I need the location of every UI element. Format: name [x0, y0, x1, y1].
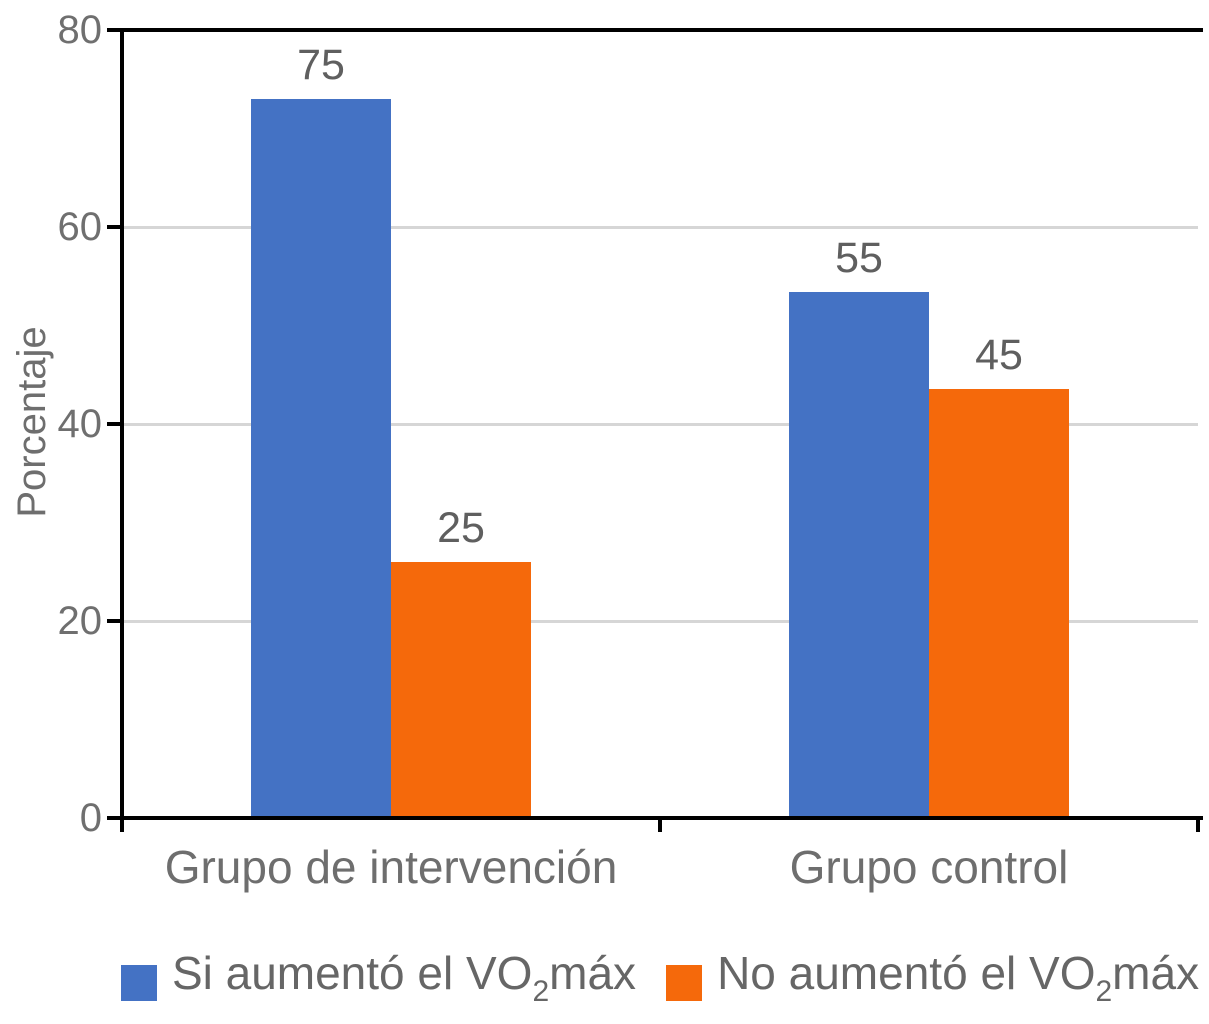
- legend-item-1: Si aumentó el VO2máx: [120, 948, 636, 1017]
- bar-value-label: 55: [835, 234, 883, 282]
- x-tick-mark: [120, 816, 124, 832]
- x-axis-label-1: Grupo de intervención: [164, 841, 618, 893]
- gridline-60: [122, 226, 1198, 229]
- y-tick-mark-60: [107, 225, 122, 229]
- legend-label-2: No aumentó el VO2máx: [717, 948, 1199, 1017]
- legend-text: Si aumentó el VO: [171, 947, 533, 999]
- legend-swatch-1: [120, 964, 157, 1001]
- y-tick-mark-20: [107, 619, 122, 623]
- y-tick-label-20: 20: [57, 599, 103, 643]
- plot-top-border: [122, 28, 1203, 32]
- legend-text: 2: [532, 975, 550, 1008]
- y-tick-mark-0: [107, 816, 122, 820]
- y-tick-mark-80: [107, 28, 122, 32]
- gridline-40: [122, 423, 1198, 426]
- y-tick-mark-40: [107, 422, 122, 426]
- y-tick-label-80: 80: [57, 8, 103, 52]
- bar-value-label: 75: [297, 40, 345, 89]
- bar-series2-cat2: [929, 388, 1069, 817]
- y-axis-line: [120, 28, 124, 820]
- legend: Si aumentó el VO2máx No aumentó el VO2máx: [120, 948, 1199, 1017]
- y-tick-label-60: 60: [57, 205, 103, 249]
- x-axis-label-2: Grupo control: [789, 841, 1069, 893]
- x-tick-mark: [658, 816, 662, 832]
- y-tick-label-0: 0: [79, 796, 102, 840]
- bar-value-label: 45: [975, 330, 1023, 379]
- x-tick-mark: [1196, 816, 1200, 832]
- bar-value-label: 25: [437, 503, 485, 552]
- legend-item-2: No aumentó el VO2máx: [666, 948, 1199, 1017]
- legend-text: máx: [1112, 947, 1200, 999]
- legend-label-1: Si aumentó el VO2máx: [172, 948, 636, 1017]
- legend-text: No aumentó el VO: [717, 947, 1096, 999]
- bar-series1-cat1: [251, 98, 391, 817]
- bar-series2-cat1: [391, 561, 531, 817]
- bar-series1-cat2: [789, 292, 929, 817]
- legend-text: máx: [549, 947, 637, 999]
- x-axis-line: [122, 816, 1203, 820]
- gridline-20: [122, 620, 1198, 623]
- y-tick-label-40: 40: [57, 402, 103, 446]
- legend-text: 2: [1095, 975, 1113, 1008]
- legend-swatch-2: [666, 964, 703, 1001]
